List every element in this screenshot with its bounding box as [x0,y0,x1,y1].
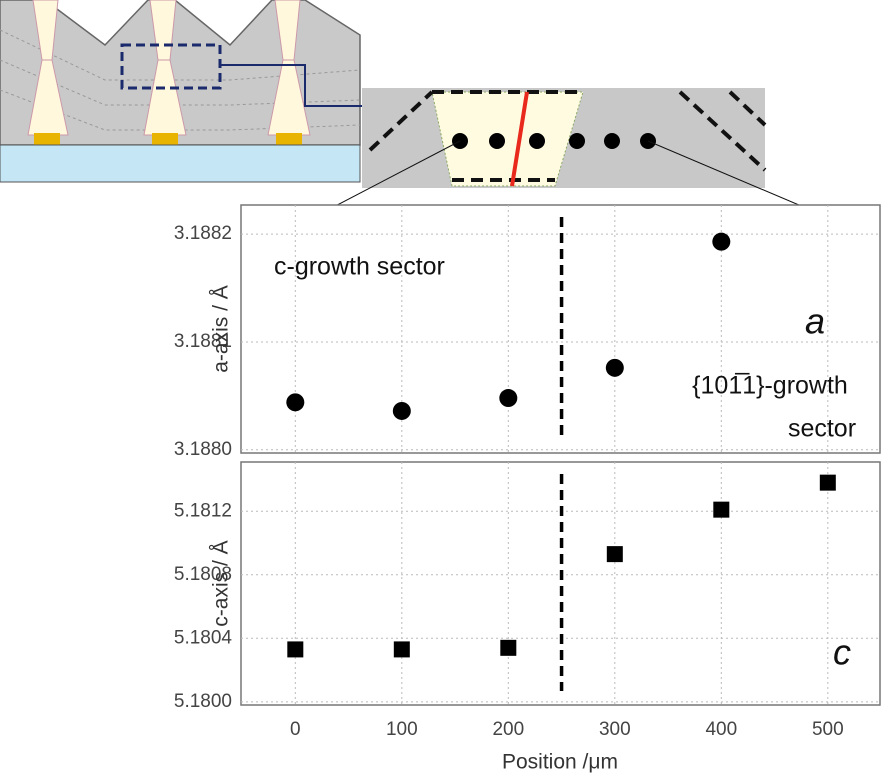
y-tick-label: 5.1800 [174,691,232,712]
annotation: c [833,632,851,673]
data-point [287,641,304,658]
zoom-box [120,43,222,90]
substrate [0,144,361,183]
data-point [606,546,623,563]
data-point [713,501,730,518]
data-point [286,393,305,412]
y-axis-label: c-axis / Å [210,540,233,626]
y-axis-label: a-axis / Å [210,285,233,373]
x-tick-label: 400 [705,719,737,740]
schematic [0,0,873,239]
y-tick-label: 5.1808 [174,564,232,585]
annotation: {101̅1}-growth [692,372,848,400]
x-tick-label: 500 [812,719,844,740]
data-point [499,389,518,408]
x-tick-label: 0 [290,719,301,740]
columns [27,0,311,136]
x-tick-label: 200 [492,719,524,740]
y-tick-label: 5.1812 [174,500,232,521]
y-tick-label: 3.1880 [174,439,232,460]
data-point [393,641,410,658]
zoom-arrow [220,64,380,107]
sector-boundaries [368,90,767,182]
pads [34,133,302,145]
x-tick-label: 100 [386,719,418,740]
y-tick-label: 3.1881 [174,331,232,352]
y-tick-label: 3.1882 [174,223,232,244]
annotation: sector [788,415,856,443]
crack [510,91,529,187]
annotation: a [805,301,825,342]
plot-frame [240,461,881,706]
data-point [605,358,624,377]
data-point [392,401,411,420]
data-point [500,639,517,656]
x-tick-label: 300 [599,719,631,740]
annotation: c-growth sector [274,253,445,281]
data-point [712,232,731,251]
measure-dots [452,133,656,149]
y-tick-label: 5.1804 [174,627,233,648]
data-point [819,474,836,491]
x-axis-label: Position /μm [502,751,618,774]
